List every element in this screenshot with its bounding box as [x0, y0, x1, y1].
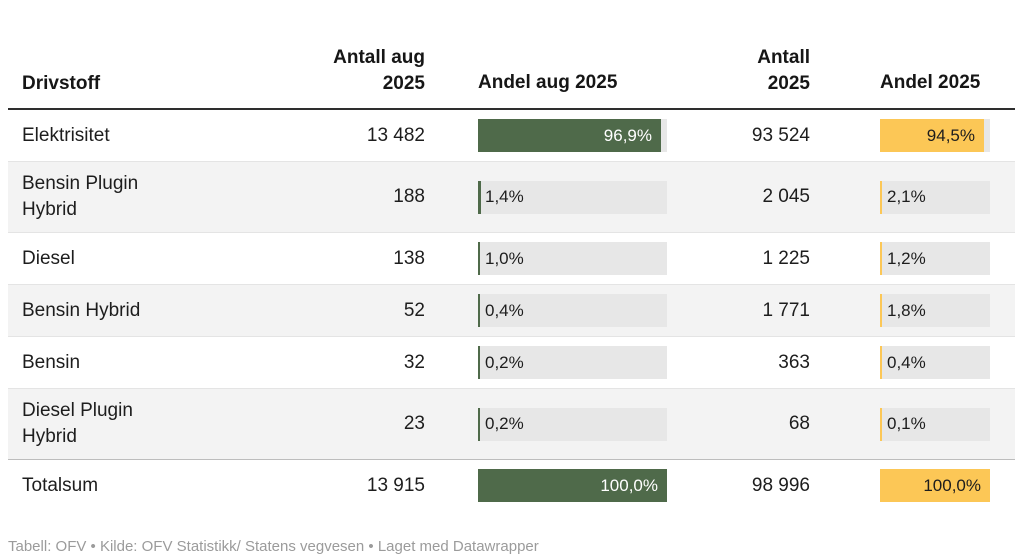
andel-aug-bar-track: 1,4% — [478, 180, 667, 214]
andel-2025-bar-track: 1,8% — [880, 294, 990, 327]
antall-2025-value: 68 — [788, 413, 810, 434]
andel-2025-bar-track: 2,1% — [880, 180, 990, 214]
andel-aug-bar-value: 0,2% — [485, 352, 524, 372]
antall-2025-value: 2 045 — [762, 186, 810, 207]
table-footer-attribution: Tabell: OFV • Kilde: OFV Statistikk/ Sta… — [8, 538, 539, 555]
andel-2025-bar-cell: 0,1% — [810, 407, 990, 441]
andel-aug-bar-cell: 0,4% — [425, 294, 667, 327]
andel-aug-bar-cell: 1,0% — [425, 242, 667, 275]
antall-aug-value: 13 915 — [366, 474, 425, 496]
table-row: Bensin Plugin Hybrid 188 1,4% 2 045 2,1% — [8, 161, 1015, 232]
andel-aug-bar-cell: 100,0% — [425, 469, 667, 502]
andel-2025-bar-fill — [880, 242, 882, 275]
col-header-andel-2025: Andel 2025 — [880, 72, 981, 93]
andel-2025-bar-cell: 1,2% — [810, 242, 990, 275]
andel-2025-bar-value: 2,1% — [887, 187, 926, 206]
table-row: Totalsum 13 915 100,0% 98 996 100,0% — [8, 459, 1015, 511]
fuel-name: Bensin — [22, 351, 81, 373]
fuel-name: Totalsum — [22, 474, 99, 496]
andel-2025-bar-value: 0,4% — [887, 352, 926, 372]
andel-aug-bar-value: 1,4% — [485, 187, 524, 206]
andel-2025-bar-track: 0,4% — [880, 346, 990, 379]
col-header-andel-aug-2025: Andel aug 2025 — [478, 72, 618, 93]
andel-2025-bar-value: 94,5% — [926, 125, 975, 145]
table-row: Bensin 32 0,2% 363 0,4% — [8, 336, 1015, 388]
col-header-antall-2025: Antall 2025 — [757, 47, 810, 94]
fuel-name: Bensin Hybrid — [22, 299, 141, 321]
andel-aug-bar-track: 100,0% — [478, 469, 667, 502]
antall-2025-value: 1 771 — [762, 299, 810, 321]
andel-aug-bar-value: 1,0% — [485, 248, 524, 268]
fuel-table: Drivstoff Antall aug 2025 Andel aug 2025… — [8, 0, 1015, 511]
andel-2025-bar-fill — [880, 119, 984, 152]
andel-aug-bar-fill — [478, 469, 667, 502]
antall-2025-value: 1 225 — [762, 247, 810, 269]
andel-aug-bar-fill — [478, 294, 480, 327]
andel-aug-bar-track: 96,9% — [478, 119, 667, 152]
andel-2025-bar-cell: 100,0% — [810, 469, 990, 502]
fuel-name: Diesel Plugin Hybrid — [22, 400, 133, 447]
table-row: Elektrisitet 13 482 96,9% 93 524 94,5% — [8, 110, 1015, 161]
table-row: Diesel 138 1,0% 1 225 1,2% — [8, 232, 1015, 284]
fuel-name: Bensin Plugin Hybrid — [22, 173, 139, 220]
fuel-name: Elektrisitet — [22, 124, 110, 146]
andel-aug-bar-cell: 0,2% — [425, 407, 667, 441]
antall-aug-value: 138 — [393, 247, 425, 269]
antall-aug-value: 32 — [403, 351, 425, 373]
andel-aug-bar-value: 0,2% — [485, 414, 524, 433]
andel-aug-bar-fill — [478, 180, 481, 214]
andel-2025-bar-track: 0,1% — [880, 407, 990, 441]
andel-aug-bar-value: 96,9% — [603, 125, 652, 145]
andel-2025-bar-fill — [880, 407, 882, 441]
andel-2025-bar-cell: 1,8% — [810, 294, 990, 327]
col-header-antall-aug-2025: Antall aug 2025 — [333, 47, 425, 94]
antall-aug-value: 188 — [393, 186, 425, 207]
andel-aug-bar-track: 0,4% — [478, 294, 667, 327]
andel-2025-bar-value: 1,2% — [887, 248, 926, 268]
andel-aug-bar-value: 100,0% — [600, 475, 658, 495]
andel-aug-bar-track: 0,2% — [478, 346, 667, 379]
andel-2025-bar-track: 94,5% — [880, 119, 990, 152]
andel-2025-bar-fill — [880, 346, 882, 379]
andel-2025-bar-value: 100,0% — [923, 475, 981, 495]
andel-2025-bar-value: 1,8% — [887, 300, 926, 320]
andel-2025-bar-fill — [880, 469, 990, 502]
andel-aug-bar-fill — [478, 119, 661, 152]
table-header-row: Drivstoff Antall aug 2025 Andel aug 2025… — [8, 0, 1015, 110]
andel-2025-bar-fill — [880, 180, 882, 214]
antall-2025-value: 93 524 — [751, 124, 810, 146]
andel-aug-bar-track: 1,0% — [478, 242, 667, 275]
antall-aug-value: 23 — [403, 413, 425, 434]
andel-aug-bar-track: 0,2% — [478, 407, 667, 441]
andel-2025-bar-fill — [880, 294, 882, 327]
antall-aug-value: 52 — [403, 299, 425, 321]
col-header-drivstoff: Drivstoff — [22, 73, 101, 94]
andel-aug-bar-cell: 1,4% — [425, 180, 667, 214]
antall-2025-value: 98 996 — [751, 474, 810, 496]
table-body: Elektrisitet 13 482 96,9% 93 524 94,5% B… — [8, 110, 1015, 511]
andel-aug-bar-fill — [478, 407, 480, 441]
andel-2025-bar-cell: 94,5% — [810, 119, 990, 152]
andel-2025-bar-track: 100,0% — [880, 469, 990, 502]
andel-2025-bar-cell: 0,4% — [810, 346, 990, 379]
andel-aug-bar-fill — [478, 346, 480, 379]
andel-aug-bar-cell: 0,2% — [425, 346, 667, 379]
andel-2025-bar-value: 0,1% — [887, 414, 926, 433]
fuel-name: Diesel — [22, 247, 75, 269]
andel-aug-bar-value: 0,4% — [485, 300, 524, 320]
table-row: Bensin Hybrid 52 0,4% 1 771 1,8% — [8, 284, 1015, 336]
table-row: Diesel Plugin Hybrid 23 0,2% 68 0,1% — [8, 388, 1015, 459]
andel-aug-bar-fill — [478, 242, 480, 275]
andel-aug-bar-cell: 96,9% — [425, 119, 667, 152]
andel-2025-bar-cell: 2,1% — [810, 180, 990, 214]
andel-2025-bar-track: 1,2% — [880, 242, 990, 275]
antall-aug-value: 13 482 — [366, 124, 425, 146]
antall-2025-value: 363 — [778, 351, 810, 373]
